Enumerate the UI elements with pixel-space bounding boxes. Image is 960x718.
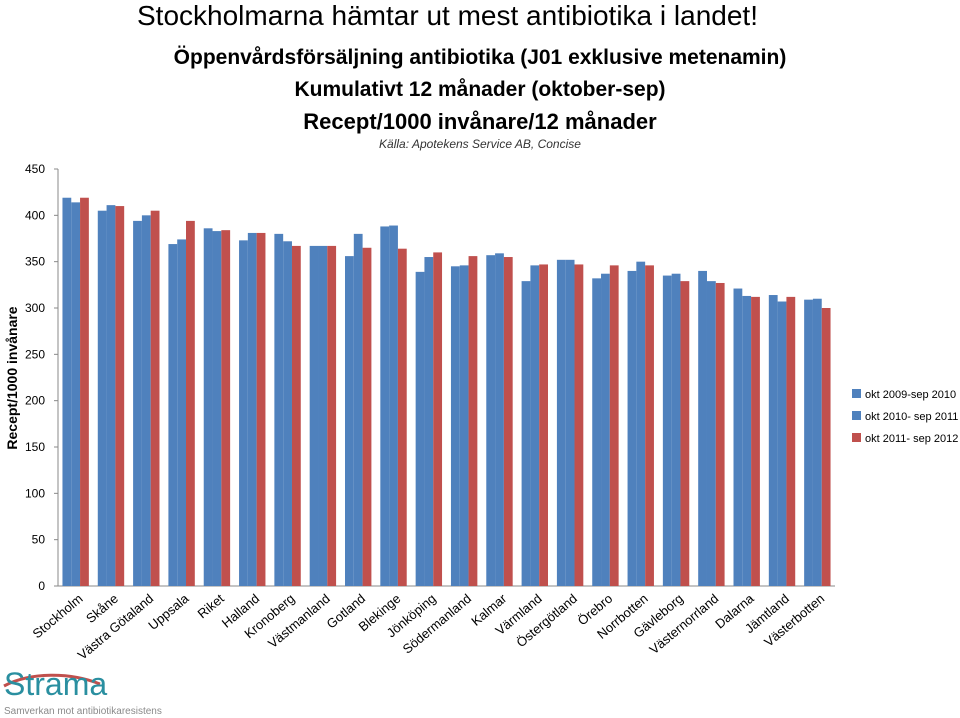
legend-swatch (852, 389, 861, 398)
bar (186, 220, 195, 586)
bar (318, 245, 328, 586)
bar (327, 245, 337, 586)
y-tick-label: 300 (25, 301, 45, 315)
legend-label: okt 2010- sep 2011 (865, 411, 958, 423)
bar (751, 296, 760, 586)
bar (662, 275, 672, 586)
bar (530, 265, 540, 586)
bar (133, 220, 142, 586)
legend-label: okt 2009-sep 2010 (865, 389, 956, 401)
bar (592, 278, 602, 586)
bar (450, 266, 460, 586)
bar (345, 256, 354, 586)
bar (601, 273, 610, 586)
y-tick-label: 450 (25, 162, 45, 176)
logo-tagline: Samverkan mot antibiotikaresistens (4, 706, 162, 717)
bar (574, 264, 584, 586)
bar (804, 299, 813, 586)
bar (468, 256, 478, 586)
bar (97, 210, 107, 586)
chart-subtitle-line-3: Recept/1000 invånare/12 månader (303, 109, 657, 134)
bar (274, 233, 284, 586)
chart-subtitle-line-1: Öppenvårdsförsäljning antibiotika (J01 e… (173, 46, 787, 69)
bar (733, 288, 743, 586)
bar (291, 245, 301, 586)
bar (706, 281, 716, 586)
bar (309, 245, 319, 586)
bar (556, 259, 566, 586)
bar (177, 239, 187, 586)
legend-swatch (852, 433, 861, 442)
bar (353, 233, 363, 586)
bar (256, 232, 266, 586)
bar (698, 270, 707, 586)
bar (389, 225, 398, 586)
legend-swatch (852, 411, 861, 420)
bar (565, 259, 575, 586)
bar (539, 264, 548, 586)
bar (486, 255, 496, 586)
legend-label: okt 2011- sep 2012 (865, 433, 958, 445)
bar (433, 252, 443, 586)
bar (362, 247, 372, 586)
bar (62, 197, 72, 587)
bar (680, 281, 690, 586)
x-tick-label: Uppsala (145, 590, 192, 633)
bar (495, 253, 504, 586)
bar (609, 265, 619, 586)
bar (212, 231, 222, 586)
y-tick-label: 100 (25, 486, 45, 500)
bar (239, 240, 248, 586)
bar (203, 228, 213, 586)
y-tick-label: 200 (25, 394, 45, 408)
bar (645, 265, 654, 586)
bar (459, 265, 469, 586)
bar (80, 197, 89, 587)
bar (221, 230, 231, 586)
bar (671, 273, 681, 586)
bar (503, 257, 513, 586)
bar (415, 271, 425, 586)
y-axis-label: Recept/1000 invånare (4, 306, 20, 449)
bar (821, 308, 831, 586)
bar (521, 281, 531, 586)
bar (397, 248, 407, 586)
bar (71, 202, 81, 587)
y-tick-label: 0 (38, 579, 45, 593)
bar (168, 244, 178, 586)
y-tick-label: 250 (25, 347, 45, 361)
bar (150, 210, 160, 586)
bar (283, 241, 292, 586)
bar (627, 270, 637, 586)
bar (115, 206, 125, 586)
y-tick-label: 150 (25, 440, 45, 454)
bar (812, 298, 822, 586)
x-tick-label: Stockholm (29, 591, 85, 642)
bar (742, 295, 752, 586)
bar (380, 226, 390, 586)
strama-logo-icon (3, 673, 101, 688)
logo-wordmark: Strama (4, 666, 108, 702)
bar (141, 215, 151, 586)
bar (777, 301, 787, 586)
bar (768, 295, 778, 586)
bar (106, 205, 116, 586)
bar (715, 282, 725, 586)
y-tick-label: 350 (25, 255, 45, 269)
bar (636, 261, 646, 586)
bar (786, 296, 796, 586)
bar (247, 232, 257, 586)
y-tick-label: 50 (32, 533, 46, 547)
source-note: Källa: Apotekens Service AB, Concise (379, 137, 581, 151)
chart-subtitle-line-2: Kumulativt 12 månader (oktober-sep) (294, 78, 666, 101)
bar (424, 257, 434, 586)
y-tick-label: 400 (25, 208, 45, 222)
slide-title: Stockholmarna hämtar ut mest antibiotika… (137, 0, 758, 31)
